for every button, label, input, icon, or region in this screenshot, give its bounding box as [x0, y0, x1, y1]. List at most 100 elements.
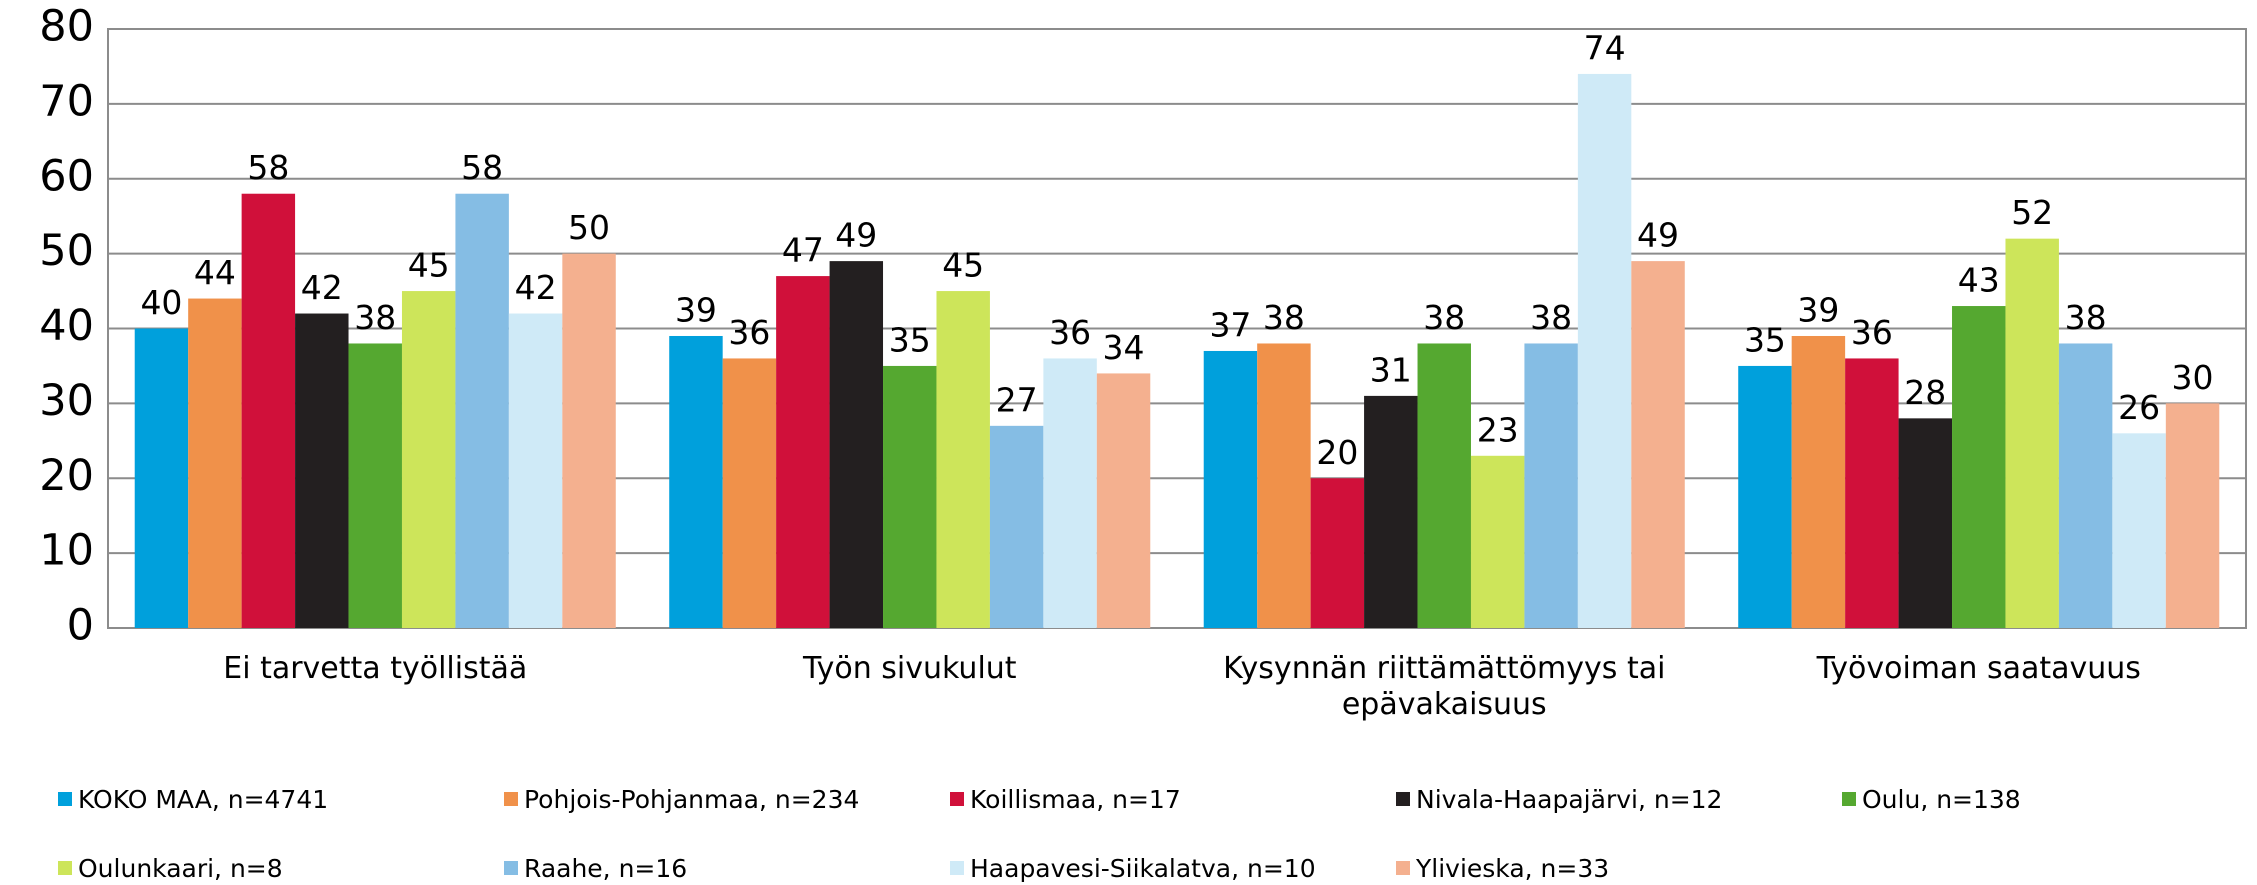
- legend-label: Ylivieska, n=33: [1416, 853, 1610, 883]
- legend-swatch: [58, 792, 72, 806]
- legend-label: Koillismaa, n=17: [970, 784, 1181, 814]
- bar: [1791, 335, 1846, 628]
- value-label: 37: [1209, 305, 1251, 344]
- legend-swatch: [58, 861, 72, 875]
- value-label: 36: [728, 313, 770, 352]
- value-label: 50: [568, 208, 610, 247]
- y-tick-label: 50: [39, 226, 94, 276]
- bar: [722, 358, 777, 628]
- x-tick-label: Kysynnän riittämättömyys tai epävakaisuu…: [1223, 651, 1666, 722]
- value-label: 38: [1530, 298, 1572, 337]
- value-label: 49: [835, 216, 877, 255]
- legend-label: Pohjois-Pohjanmaa, n=234: [524, 784, 860, 814]
- bar: [2165, 403, 2220, 628]
- legend-item: Oulu, n=138: [1842, 782, 2021, 816]
- legend-swatch: [1396, 792, 1410, 806]
- value-label: 45: [942, 246, 984, 285]
- bar: [348, 343, 402, 628]
- value-label: 38: [1263, 298, 1305, 337]
- legend-item: Pohjois-Pohjanmaa, n=234: [504, 782, 859, 816]
- value-label: 58: [247, 148, 289, 187]
- bar: [1738, 365, 1792, 628]
- value-label: 20: [1316, 433, 1358, 472]
- x-tick-label: Työn sivukulut: [802, 651, 1017, 686]
- value-label: 23: [1477, 410, 1519, 449]
- bar: [1845, 358, 1899, 628]
- value-label: 38: [2065, 298, 2107, 337]
- bar: [2005, 238, 2059, 628]
- bar: [776, 276, 830, 628]
- value-label: 42: [301, 268, 343, 307]
- value-label: 38: [354, 298, 396, 337]
- legend-item: Raahe, n=16: [504, 851, 687, 885]
- legend-item: Haapavesi-Siikalatva, n=10: [950, 851, 1316, 885]
- bar: [241, 193, 296, 628]
- legend-item: Koillismaa, n=17: [950, 782, 1181, 816]
- value-label: 35: [889, 320, 931, 359]
- bar: [401, 291, 456, 628]
- bar: [295, 313, 349, 628]
- legend-label: Haapavesi-Siikalatva, n=10: [970, 853, 1316, 883]
- value-label: 49: [1637, 216, 1679, 255]
- bar: [1524, 343, 1578, 628]
- value-label: 35: [1744, 320, 1786, 359]
- plot-border: [107, 28, 2247, 629]
- legend-swatch: [1842, 792, 1856, 806]
- bar: [1257, 343, 1311, 628]
- legend-item: Oulunkaari, n=8: [58, 851, 283, 885]
- value-label: 74: [1584, 28, 1626, 67]
- value-label: 42: [515, 268, 557, 307]
- x-tick-label: Ei tarvetta työllistää: [223, 651, 528, 686]
- legend-item: KOKO MAA, n=4741: [58, 782, 328, 816]
- bar: [188, 298, 242, 628]
- value-label: 40: [140, 283, 182, 322]
- value-label: 36: [1851, 313, 1893, 352]
- legend-label: KOKO MAA, n=4741: [78, 784, 329, 814]
- bar: [2058, 343, 2113, 628]
- bar: [134, 328, 189, 628]
- y-tick-label: 10: [39, 526, 94, 576]
- bar: [1898, 418, 1953, 628]
- bar: [989, 425, 1044, 628]
- bar: [508, 313, 563, 628]
- legend-item: Ylivieska, n=33: [1396, 851, 1609, 885]
- bar: [2112, 433, 2166, 628]
- value-label: 39: [675, 290, 717, 329]
- legend-label: Raahe, n=16: [524, 853, 688, 883]
- value-label: 39: [1797, 290, 1839, 329]
- bar: [562, 253, 616, 628]
- legend-swatch: [950, 861, 964, 875]
- legend-label: Oulunkaari, n=8: [78, 853, 283, 883]
- y-tick-label: 40: [39, 301, 94, 351]
- bar: [1310, 478, 1365, 628]
- bar: [1952, 306, 2006, 628]
- value-label: 36: [1049, 313, 1091, 352]
- y-tick-label: 0: [67, 601, 94, 651]
- legend-swatch: [504, 861, 518, 875]
- value-label: 26: [2118, 388, 2160, 427]
- y-tick-label: 60: [39, 151, 94, 201]
- legend-swatch: [504, 792, 518, 806]
- y-tick-label: 20: [39, 451, 94, 501]
- x-tick-label: Työvoiman saatavuus: [1816, 651, 2141, 686]
- bar: [829, 261, 884, 628]
- value-label: 43: [1958, 261, 2000, 300]
- y-tick-label: 30: [39, 376, 94, 426]
- value-label: 27: [996, 380, 1038, 419]
- bar: [883, 365, 937, 628]
- bar: [1417, 343, 1471, 628]
- legend-swatch: [950, 792, 964, 806]
- value-label: 34: [1103, 328, 1145, 367]
- legend-item: Nivala-Haapajärvi, n=12: [1396, 782, 1722, 816]
- value-label: 30: [2172, 358, 2214, 397]
- y-tick-label: 70: [39, 76, 94, 126]
- legend-swatch: [1396, 861, 1410, 875]
- value-label: 28: [1904, 373, 1946, 412]
- bar: [1470, 455, 1525, 628]
- legend-label: Oulu, n=138: [1862, 784, 2021, 814]
- bar: [1631, 261, 1685, 628]
- bar: [1096, 373, 1151, 628]
- y-tick-label: 80: [39, 2, 94, 52]
